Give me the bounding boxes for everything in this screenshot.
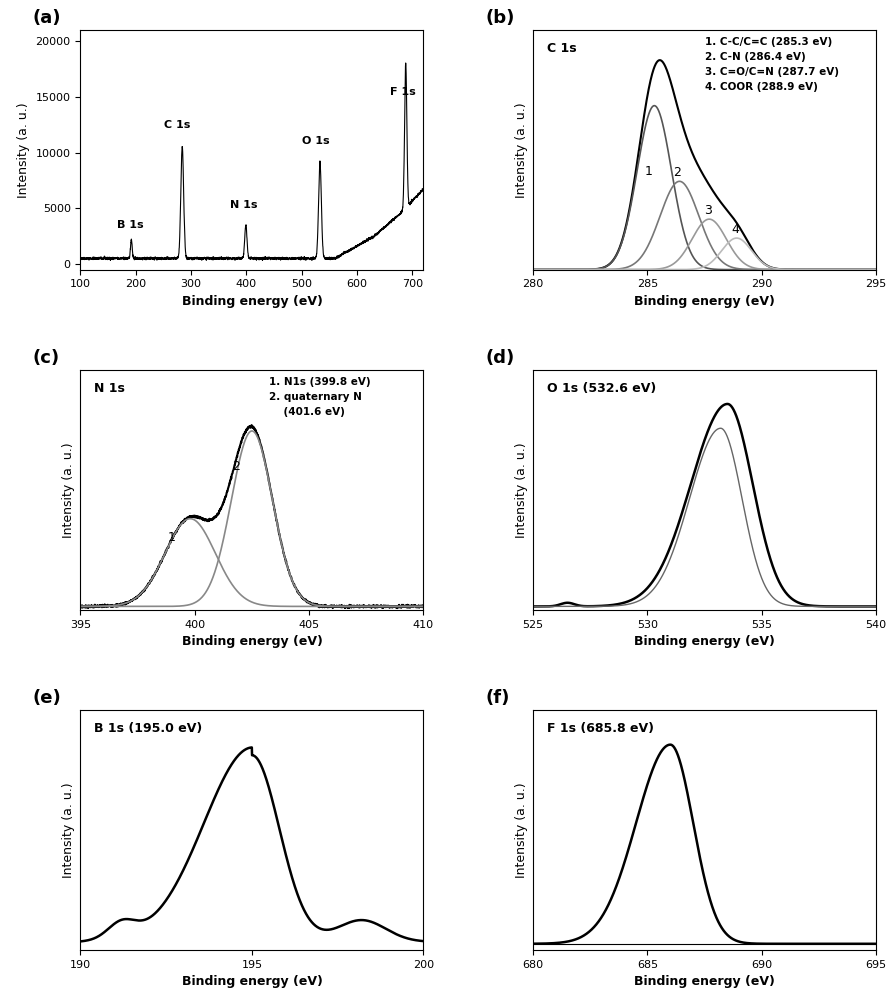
Text: 4: 4 (731, 223, 739, 236)
Y-axis label: Intensity (a. u.): Intensity (a. u.) (515, 102, 527, 198)
Text: F 1s: F 1s (390, 87, 416, 97)
Text: 1. C-C/C=C (285.3 eV)
2. C-N (286.4 eV)
3. C=O/C=N (287.7 eV)
4. COOR (288.9 eV): 1. C-C/C=C (285.3 eV) 2. C-N (286.4 eV) … (704, 37, 839, 92)
Text: 3: 3 (704, 204, 712, 217)
Text: 1: 1 (168, 531, 176, 544)
Text: O 1s: O 1s (302, 136, 329, 146)
Text: B 1s (195.0 eV): B 1s (195.0 eV) (94, 722, 202, 735)
X-axis label: Binding energy (eV): Binding energy (eV) (181, 295, 323, 308)
X-axis label: Binding energy (eV): Binding energy (eV) (181, 975, 323, 988)
X-axis label: Binding energy (eV): Binding energy (eV) (634, 635, 775, 648)
Y-axis label: Intensity (a. u.): Intensity (a. u.) (515, 442, 527, 538)
Text: (e): (e) (32, 689, 61, 707)
Text: 2: 2 (232, 460, 240, 473)
Y-axis label: Intensity (a. u.): Intensity (a. u.) (62, 442, 75, 538)
Text: C 1s: C 1s (547, 42, 577, 55)
Y-axis label: Intensity (a. u.): Intensity (a. u.) (17, 102, 30, 198)
Text: (d): (d) (485, 349, 514, 367)
Text: C 1s: C 1s (164, 120, 190, 130)
Text: 2: 2 (673, 166, 681, 179)
Text: (b): (b) (485, 9, 515, 27)
Text: O 1s (532.6 eV): O 1s (532.6 eV) (547, 382, 656, 395)
X-axis label: Binding energy (eV): Binding energy (eV) (181, 635, 323, 648)
Text: 1. N1s (399.8 eV)
2. quaternary N
    (401.6 eV): 1. N1s (399.8 eV) 2. quaternary N (401.6… (269, 377, 371, 417)
Text: B 1s: B 1s (117, 220, 144, 230)
Text: N 1s: N 1s (94, 382, 125, 395)
Text: N 1s: N 1s (230, 200, 257, 210)
Text: (f): (f) (485, 689, 510, 707)
X-axis label: Binding energy (eV): Binding energy (eV) (634, 295, 775, 308)
Y-axis label: Intensity (a. u.): Intensity (a. u.) (62, 782, 75, 878)
Text: 1: 1 (645, 165, 653, 178)
Text: (a): (a) (32, 9, 61, 27)
X-axis label: Binding energy (eV): Binding energy (eV) (634, 975, 775, 988)
Text: (c): (c) (32, 349, 60, 367)
Text: F 1s (685.8 eV): F 1s (685.8 eV) (547, 722, 654, 735)
Y-axis label: Intensity (a. u.): Intensity (a. u.) (515, 782, 527, 878)
